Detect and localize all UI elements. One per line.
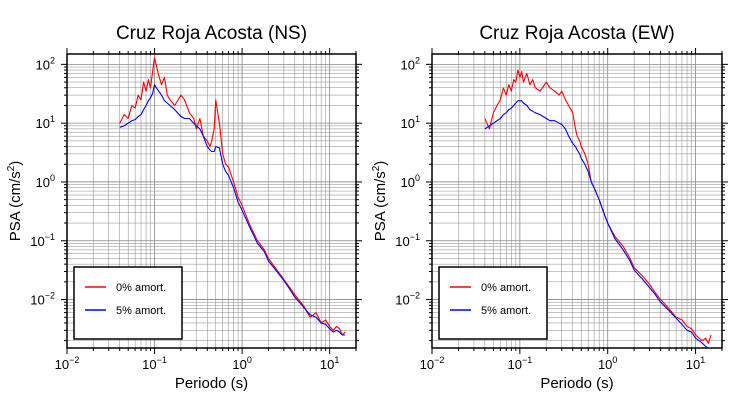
y-axis-label: PSA (cm/s2) (371, 161, 389, 242)
y-tick-label: 100 (36, 173, 55, 190)
series-line-blue (119, 84, 346, 336)
legend-label: 5% amort. (116, 305, 166, 317)
legend: 0% amort. 5% amort. (73, 266, 183, 340)
x-tick-label: 101 (686, 355, 705, 372)
legend-box (73, 266, 183, 340)
y-tick-label: 10−2 (30, 291, 55, 308)
y-tick-label: 102 (401, 55, 420, 72)
x-axis-label: Periodo (s) (540, 375, 613, 392)
y-tick-label: 100 (401, 173, 420, 190)
axis-ticks (426, 48, 728, 354)
legend: 0% amort. 5% amort. (438, 266, 548, 340)
x-axis-label: Periodo (s) (175, 375, 248, 392)
x-tick-label: 10−2 (55, 355, 80, 372)
grid (431, 54, 723, 348)
legend-label: 0% amort. (116, 282, 166, 294)
legend-box (438, 266, 548, 340)
series-line-blue (484, 100, 711, 348)
series-group (484, 69, 712, 348)
plot-frame (66, 53, 357, 349)
y-tick-label: 101 (36, 114, 55, 131)
chart-title: Cruz Roja Acosta (EW) (479, 23, 674, 44)
axis-ticks (61, 48, 362, 354)
chart-title: Cruz Roja Acosta (NS) (116, 23, 307, 44)
chart-ew: 10−2 10−1 100 101 10−2 10−1 100 101 102 Cruz Roja… (371, 23, 728, 392)
y-tick-label: 10−1 (395, 232, 420, 249)
x-tick-label: 100 (232, 355, 251, 372)
y-tick-label: 101 (401, 114, 420, 131)
series-group (119, 57, 346, 336)
x-tick-label: 10−2 (420, 355, 445, 372)
x-tick-label: 10−1 (507, 355, 532, 372)
y-tick-label: 102 (36, 55, 55, 72)
chart-ns: 10−2 10−1 100 101 10−2 10−1 100 101 102 Cruz Roja… (6, 23, 362, 392)
x-tick-label: 101 (320, 355, 339, 372)
plot-frame (431, 53, 723, 349)
y-tick-label: 10−2 (395, 291, 420, 308)
y-axis-label: PSA (cm/s2) (6, 161, 24, 242)
legend-label: 5% amort. (481, 305, 531, 317)
x-tick-label: 10−1 (142, 355, 167, 372)
legend-label: 0% amort. (481, 282, 531, 294)
x-tick-label: 100 (598, 355, 617, 372)
grid (66, 54, 357, 348)
y-tick-label: 10−1 (30, 232, 55, 249)
series-line-red (484, 69, 712, 344)
